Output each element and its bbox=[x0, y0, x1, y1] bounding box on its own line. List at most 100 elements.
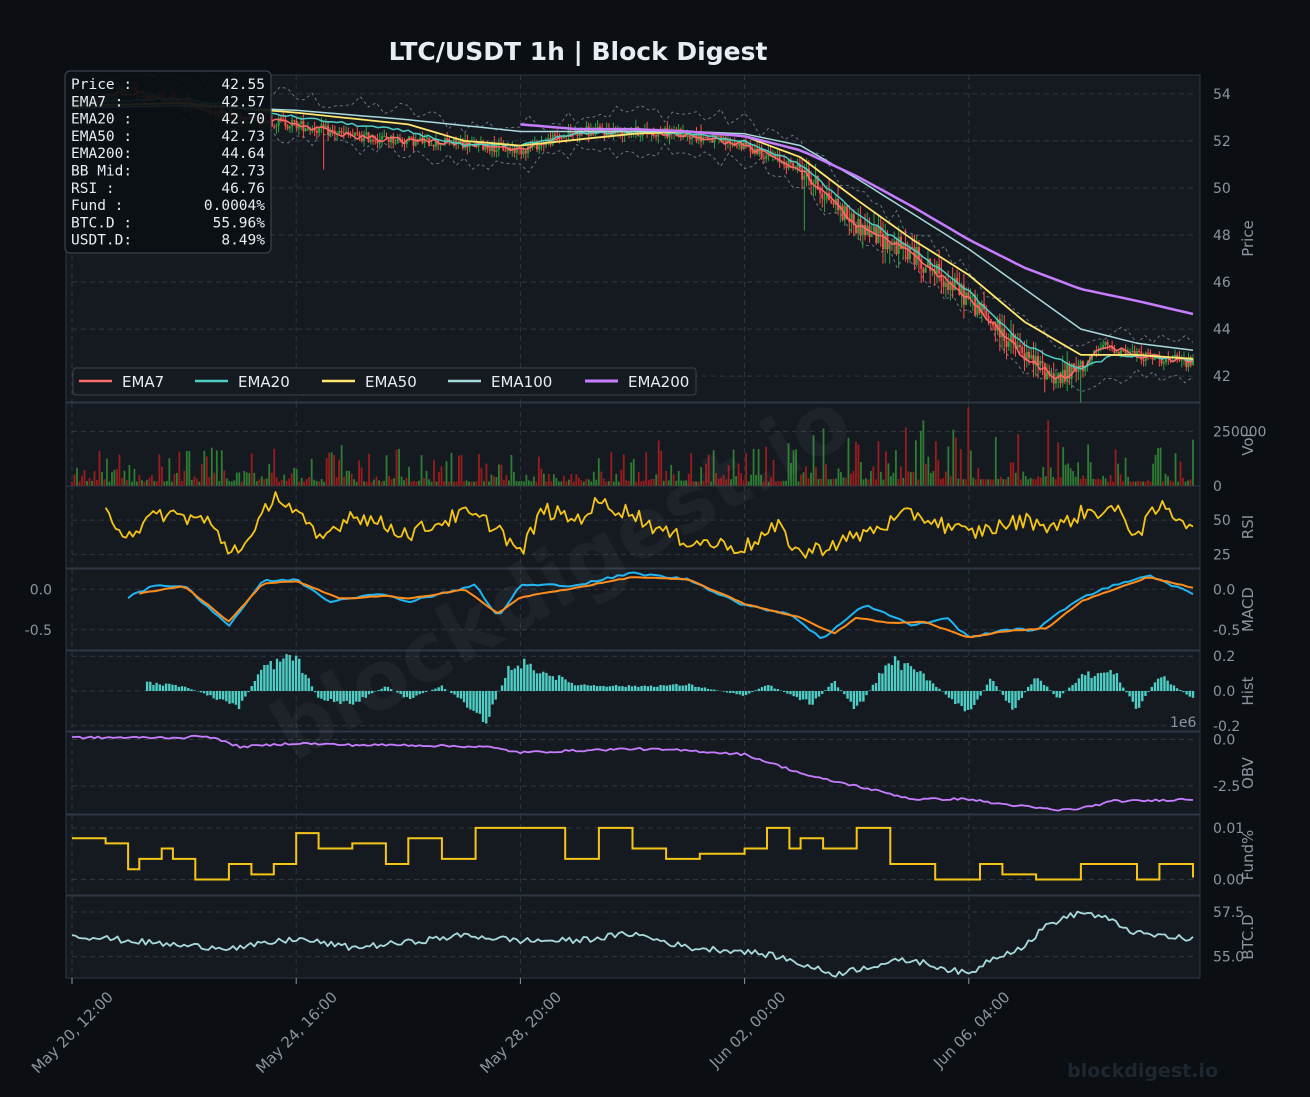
volume-bar bbox=[440, 466, 443, 486]
candle-body bbox=[926, 258, 929, 268]
volume-bar bbox=[702, 480, 705, 486]
volume-bar bbox=[535, 481, 538, 486]
candle-body bbox=[807, 168, 810, 180]
hist-bar bbox=[339, 691, 342, 704]
volume-bar bbox=[762, 481, 765, 486]
hist-bar bbox=[355, 691, 358, 702]
candle-body bbox=[682, 130, 685, 138]
hist-bar bbox=[897, 660, 900, 691]
hist-bar bbox=[396, 691, 399, 693]
candle-body bbox=[318, 126, 321, 133]
btcd-panel-bg bbox=[65, 895, 1201, 979]
volume-bar bbox=[657, 440, 660, 486]
candle-body bbox=[992, 321, 995, 326]
candle-body bbox=[895, 241, 898, 254]
volume-bar bbox=[1022, 471, 1025, 486]
hist-bar bbox=[944, 691, 947, 695]
hist-bar bbox=[1112, 674, 1115, 691]
info-label-3: EMA50 : bbox=[71, 129, 132, 145]
info-value-9: 8.49% bbox=[221, 233, 265, 249]
hist-bar bbox=[443, 689, 447, 691]
volume-bar bbox=[870, 470, 872, 486]
hist-bar bbox=[488, 691, 491, 717]
volume-bar bbox=[640, 481, 643, 486]
candle-body bbox=[1090, 355, 1093, 361]
candle-body bbox=[994, 325, 997, 331]
hist-bar bbox=[1125, 691, 1128, 693]
volume-bar bbox=[193, 476, 196, 486]
volume-bar bbox=[255, 481, 258, 486]
volume-bar bbox=[493, 476, 495, 486]
hist-bar bbox=[884, 665, 887, 691]
candle-body bbox=[1032, 355, 1035, 365]
volume-bar bbox=[413, 480, 415, 486]
candle-body bbox=[1016, 344, 1019, 349]
hist-bar bbox=[535, 673, 539, 691]
volume-bar bbox=[785, 480, 787, 486]
volume-bar bbox=[825, 464, 827, 486]
volume-bar bbox=[388, 475, 390, 486]
hist-bar bbox=[580, 684, 583, 691]
volume-bar bbox=[927, 456, 930, 486]
volume-bar bbox=[348, 470, 351, 486]
candle-body bbox=[598, 126, 601, 129]
volume-bar bbox=[1037, 476, 1040, 486]
volume-bar bbox=[136, 481, 138, 486]
hist-bar bbox=[1052, 691, 1055, 695]
candle-body bbox=[1162, 362, 1165, 364]
volume-bar bbox=[298, 481, 301, 486]
candle-body bbox=[376, 141, 379, 144]
hist-bar bbox=[364, 691, 367, 698]
candle-body bbox=[446, 138, 449, 142]
hist-bar bbox=[614, 684, 618, 691]
volume-bar bbox=[775, 481, 777, 486]
hist-bar bbox=[1099, 672, 1103, 691]
hist-bar bbox=[859, 691, 862, 702]
candle-body bbox=[1005, 340, 1008, 347]
volume-bar bbox=[730, 479, 733, 486]
volume-bar bbox=[752, 448, 755, 486]
hist-bar bbox=[954, 691, 957, 705]
hist-bar bbox=[656, 686, 659, 691]
funding-ytick-label-0: 0.00 bbox=[1213, 873, 1244, 889]
hist-bar bbox=[1160, 677, 1163, 691]
candle-body bbox=[1120, 349, 1123, 354]
volume-bar bbox=[737, 463, 740, 486]
volume-bar bbox=[1102, 475, 1105, 486]
volume-bar bbox=[368, 453, 371, 486]
hist-bar bbox=[202, 691, 206, 694]
hist-bar bbox=[795, 691, 799, 698]
volume-bar bbox=[113, 469, 116, 486]
candle-body bbox=[1045, 371, 1048, 380]
volume-bar bbox=[992, 479, 995, 486]
volume-bar bbox=[939, 479, 942, 486]
volume-bar bbox=[602, 478, 605, 486]
volume-bar bbox=[637, 471, 640, 486]
volume-bar bbox=[76, 467, 78, 486]
hist-ylabel: Hist bbox=[1239, 676, 1257, 705]
volume-bar bbox=[1147, 480, 1149, 486]
hist-bar bbox=[361, 691, 364, 698]
hist-bar bbox=[982, 690, 986, 691]
volume-bar bbox=[518, 481, 520, 486]
hist-bar bbox=[548, 675, 551, 691]
volume-bar bbox=[1182, 477, 1184, 486]
hist-bar bbox=[348, 691, 352, 704]
info-value-7: 0.0004% bbox=[204, 198, 265, 214]
volume-bar bbox=[962, 479, 965, 486]
volume-bar bbox=[972, 477, 975, 486]
volume-bar bbox=[300, 477, 303, 486]
volume-bar bbox=[520, 480, 523, 486]
volume-bar bbox=[1059, 477, 1062, 486]
hist-bar bbox=[1007, 691, 1011, 703]
volume-bar bbox=[800, 474, 802, 486]
volume-bar bbox=[515, 481, 518, 486]
volume-bar bbox=[410, 481, 413, 486]
hist-bar bbox=[627, 685, 631, 691]
hist-bar bbox=[595, 686, 599, 691]
hist-bar bbox=[317, 691, 320, 698]
volume-bar bbox=[692, 481, 695, 486]
candle-body bbox=[733, 142, 736, 146]
hist-bar bbox=[703, 687, 707, 691]
hist-bar bbox=[979, 691, 982, 696]
